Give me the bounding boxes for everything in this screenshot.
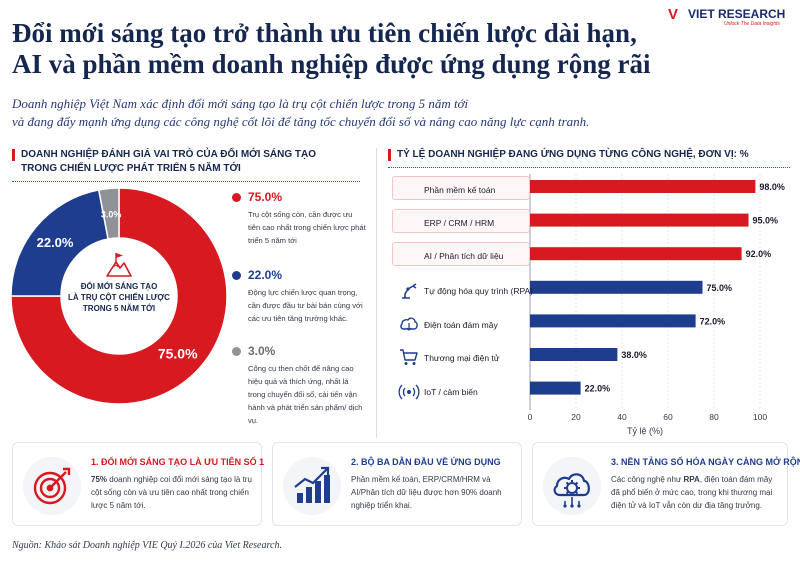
insight-text: Phần mềm kế toán, ERP/CRM/HRM và AI/Phân… xyxy=(351,475,502,510)
bar-label: ERP / CRM / HRM xyxy=(424,218,495,228)
x-tick-label: 60 xyxy=(663,412,673,422)
bar-value-label: 72.0% xyxy=(700,316,726,326)
insight-bold: RPA xyxy=(683,475,700,484)
insight-title: 3. NỀN TẢNG SỐ HÓA NGÀY CÀNG MỞ RỘNG xyxy=(611,457,800,467)
legend-value: 3.0% xyxy=(248,344,276,358)
x-tick-label: 20 xyxy=(571,412,581,422)
page-subtitle: Doanh nghiệp Việt Nam xác định đổi mới s… xyxy=(12,95,652,131)
logo-text: VIET RESEARCH xyxy=(688,7,786,21)
bar-value-label: 38.0% xyxy=(621,350,647,360)
legend-dot-red xyxy=(232,193,241,202)
page-title: Đổi mới sáng tạo trở thành ưu tiên chiến… xyxy=(12,18,712,80)
legend-item-tool: 3.0% Công cụ then chốt để nâng cao hiệu … xyxy=(232,344,368,432)
donut-chart: 75.0% 22.0% 3.0% ĐỔI MỚI SÁNG TẠO LÀ TRỤ C… xyxy=(6,180,232,412)
insight-text: Các công nghệ như RPA, điện toán đám mây… xyxy=(611,473,783,512)
logo-tagline: Unlock The Data Insights xyxy=(724,21,780,27)
bar-chart: 0 20 40 60 80 100 98.0% 95.0% 92.0% 75.0% 72.0% 38.… xyxy=(528,174,785,436)
donut-slice-label: 22.0% xyxy=(37,235,74,250)
donut-slice-label: 75.0% xyxy=(158,346,198,362)
brand-logo: V VIET RESEARCH Unlock The Data Insights xyxy=(668,6,794,28)
legend-dot-gray xyxy=(232,347,241,356)
donut-slice-label: 3.0% xyxy=(101,209,122,219)
insight-card-1: 1. ĐỔI MỚI SÁNG TẠO LÀ ƯU TIÊN SỐ 1 75% … xyxy=(12,442,265,526)
x-tick-label: 80 xyxy=(709,412,719,422)
donut-hole xyxy=(61,238,177,354)
logo-mark: V xyxy=(668,6,678,23)
title-line-1: Đổi mới sáng tạo trở thành ưu tiên chiến… xyxy=(12,18,637,48)
bar-label: AI / Phân tích dữ liệu xyxy=(424,251,504,261)
legend-value: 75.0% xyxy=(248,190,283,204)
bar-value-label: 98.0% xyxy=(759,182,785,192)
x-tick-label: 40 xyxy=(617,412,627,422)
legend-item-critical: 75.0% Trụ cột sống còn, cần được ưu tiên… xyxy=(232,190,368,250)
center-label-line-2: LÀ TRỤ CỘT CHIẾN LƯỢC xyxy=(68,293,170,302)
bar-heading-rule xyxy=(388,167,790,168)
bar-label: Điện toán đám mây xyxy=(424,320,498,330)
bar-label: IoT / cảm biến xyxy=(424,387,478,397)
insight-card-3: 3. NỀN TẢNG SỐ HÓA NGÀY CÀNG MỞ RỘNG Các… xyxy=(532,442,800,526)
donut-heading-line-1: DOANH NGHIỆP ĐÁNH GIÁ VAI TRÒ CỦA ĐỔI MỚ… xyxy=(21,149,317,160)
donut-svg: 75.0% 22.0% 3.0% xyxy=(10,187,228,405)
legend-description: Trụ cột sống còn, cần được ưu tiên cao n… xyxy=(248,210,366,245)
bar-value-label: 22.0% xyxy=(585,384,611,394)
insight-body-start: Các công nghệ như xyxy=(611,475,684,484)
bar-section-heading: TỶ LỆ DOANH NGHIỆP ĐANG ỨNG DỤNG TỪNG CÔ… xyxy=(388,148,788,162)
bar xyxy=(530,314,696,328)
bar xyxy=(530,247,742,261)
center-label-line-1: ĐỔI MỚI SÁNG TẠO xyxy=(80,282,158,291)
bar-label: Thương mại điện tử xyxy=(424,353,500,363)
subtitle-line-2: và đang đẩy mạnh ứng dụng các công nghệ … xyxy=(12,114,590,129)
iot-sensor-icon xyxy=(398,384,420,400)
cloud-icon xyxy=(400,317,418,331)
bar xyxy=(530,280,703,294)
target-arrow-icon xyxy=(23,457,81,515)
title-line-2: AI và phần mềm doanh nghiệp được ứng dụn… xyxy=(12,49,651,79)
x-tick-label: 0 xyxy=(528,412,533,422)
cloud-gear-icon xyxy=(543,457,601,515)
subtitle-line-1: Doanh nghiệp Việt Nam xác định đổi mới s… xyxy=(12,96,469,111)
mountain-flag-icon xyxy=(106,253,132,277)
legend-item-important: 22.0% Động lực chiến lược quan trọng, cầ… xyxy=(232,268,368,328)
source-note: Nguồn: Khảo sát Doanh nghiệp VIE Quý I.2… xyxy=(12,540,282,551)
bar-label-box xyxy=(392,176,530,200)
heading-accent-bar xyxy=(388,149,391,161)
bar-label-box xyxy=(392,242,530,266)
bar xyxy=(530,213,749,227)
legend-dot-navy xyxy=(232,271,241,280)
insight-title: 1. ĐỔI MỚI SÁNG TẠO LÀ ƯU TIÊN SỐ 1 xyxy=(91,457,265,467)
insight-body-end: , điện toán đám mây đã phổ biến ở mức ca… xyxy=(611,475,773,510)
bar xyxy=(530,180,756,193)
legend-value: 22.0% xyxy=(248,268,283,282)
bar-label-box xyxy=(392,209,530,233)
insight-text: 75% doanh nghiệp coi đổi mới sáng tạo là… xyxy=(91,473,256,512)
bar-value-label: 75.0% xyxy=(707,283,733,293)
bar-label: Phần mềm kế toán xyxy=(424,185,496,195)
insight-title: 2. BỘ BA DẪN ĐẦU VỀ ỨNG DỤNG xyxy=(351,457,501,467)
legend-description: Công cụ then chốt để nâng cao hiệu quả v… xyxy=(248,364,363,425)
section-divider xyxy=(376,148,377,438)
donut-section-heading: DOANH NGHIỆP ĐÁNH GIÁ VAI TRÒ CỦA ĐỔI MỚ… xyxy=(12,148,362,176)
legend-description: Động lực chiến lược quan trọng, cần được… xyxy=(248,288,363,323)
bar-value-label: 92.0% xyxy=(746,249,772,259)
robot-arm-icon xyxy=(402,283,417,299)
donut-heading-line-2: TRONG CHIẾN LƯỢC PHÁT TRIỂN 5 NĂM TỚI xyxy=(21,163,241,174)
bar-heading: TỶ LỆ DOANH NGHIỆP ĐANG ỨNG DỤNG TỪNG CÔ… xyxy=(397,149,749,160)
bar-value-label: 95.0% xyxy=(753,216,779,226)
donut-heading-rule xyxy=(12,181,360,182)
center-label-line-3: TRONG 5 NĂM TỚI xyxy=(82,304,156,313)
insight-card-2: 2. BỘ BA DẪN ĐẦU VỀ ỨNG DỤNG Phần mềm kế… xyxy=(272,442,522,526)
insight-body: doanh nghiệp coi đổi mới sáng tạo là trụ… xyxy=(91,475,252,510)
heading-accent-bar xyxy=(12,149,15,161)
bar xyxy=(530,381,581,395)
bar-label: Tự động hóa quy trình (RPA) xyxy=(424,286,534,296)
x-tick-label: 100 xyxy=(753,412,767,422)
shopping-cart-icon xyxy=(400,349,418,365)
donut-center-label: ĐỔI MỚI SÁNG TẠO LÀ TRỤ CỘT CHIẾN LƯỢC T… xyxy=(64,281,174,314)
insight-bold: 75% xyxy=(91,475,108,484)
growth-chart-icon xyxy=(283,457,341,515)
x-axis-label: Tỷ lệ (%) xyxy=(627,426,663,436)
bar xyxy=(530,348,618,361)
